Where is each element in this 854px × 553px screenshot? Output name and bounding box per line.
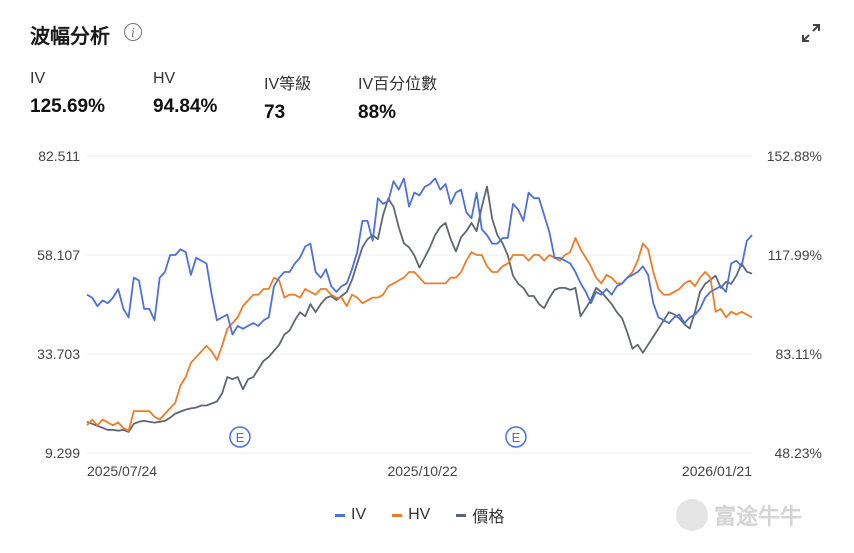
watermark-text: 富途牛牛 xyxy=(714,504,803,529)
metric-iv: IV 125.69% xyxy=(30,70,105,118)
metric-hv-label: HV xyxy=(153,70,176,87)
legend-label-iv: IV xyxy=(351,506,367,523)
x-tick-label: 2025/10/22 xyxy=(387,463,457,479)
metric-iv-rank-label: IV等級 xyxy=(264,76,312,93)
metric-iv-percentile-label: IV百分位數 xyxy=(358,76,438,93)
legend-label-price: 價格 xyxy=(472,509,505,526)
legend-swatch-hv xyxy=(392,513,403,517)
legend-item-hv[interactable]: HV xyxy=(392,503,430,527)
metric-iv-rank: IV等級 73 xyxy=(264,70,311,124)
legend-item-iv[interactable]: IV xyxy=(335,503,366,527)
y-right-tick-label: 152.88% xyxy=(767,148,822,164)
y-left-tick-label: 82.511 xyxy=(38,148,80,164)
y-right-tick-label: 83.11% xyxy=(776,346,822,362)
legend-item-price[interactable]: 價格 xyxy=(456,503,504,527)
chart-legend: IV HV 價格 xyxy=(335,503,504,527)
expand-icon[interactable] xyxy=(800,22,822,44)
series-line-hv xyxy=(86,237,753,432)
x-tick-label: 2025/07/24 xyxy=(87,463,157,479)
info-icon[interactable]: i xyxy=(124,23,142,41)
series-line-iv xyxy=(86,177,753,336)
metric-iv-rank-value: 73 xyxy=(264,102,286,123)
metric-hv: HV 94.84% xyxy=(153,70,217,118)
metric-hv-value: 94.84% xyxy=(153,96,218,117)
y-right-tick-label: 117.99% xyxy=(768,247,822,263)
metric-iv-percentile: IV百分位數 88% xyxy=(358,70,437,124)
metric-iv-value: 125.69% xyxy=(30,96,106,117)
earnings-marker-label: E xyxy=(236,430,245,445)
series-line-price xyxy=(86,185,753,433)
metric-iv-label: IV xyxy=(30,70,46,87)
y-left-tick-label: 9.299 xyxy=(45,445,80,461)
y-left-tick-label: 58.107 xyxy=(37,247,80,263)
legend-label-hv: HV xyxy=(408,506,431,523)
earnings-marker-label: E xyxy=(512,430,521,445)
legend-swatch-iv xyxy=(335,513,345,517)
futu-logo-icon xyxy=(676,499,708,531)
watermark: 富途牛牛 xyxy=(676,499,802,531)
x-tick-label: 2026/01/21 xyxy=(682,463,752,479)
metric-iv-percentile-value: 88% xyxy=(358,102,397,123)
y-left-tick-label: 33.703 xyxy=(37,346,80,362)
y-right-tick-label: 48.23% xyxy=(775,445,822,461)
legend-swatch-price xyxy=(456,513,467,517)
card-title: 波幅分析 xyxy=(30,26,110,48)
earnings-marker xyxy=(229,426,251,448)
earnings-marker xyxy=(505,426,527,448)
